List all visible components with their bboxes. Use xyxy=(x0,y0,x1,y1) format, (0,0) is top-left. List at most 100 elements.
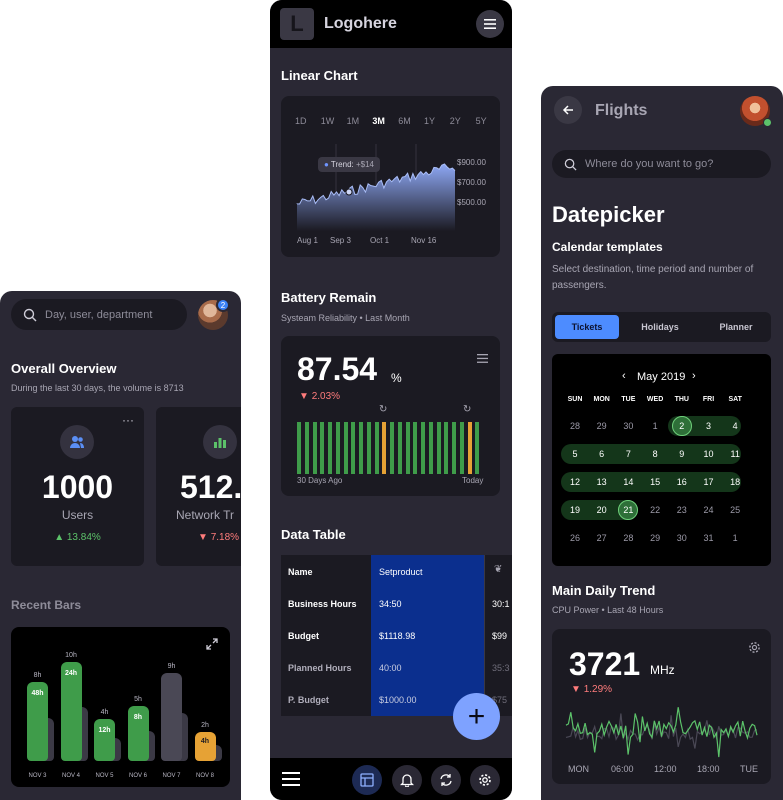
calendar-day[interactable]: 2 xyxy=(679,421,685,431)
more-icon[interactable]: ··· xyxy=(122,413,134,427)
calendar-day[interactable]: 29 xyxy=(650,533,661,543)
range-tab-1w[interactable]: 1W xyxy=(320,116,335,126)
users-delta-value: 13.84% xyxy=(66,532,101,543)
range-tab-5y[interactable]: 5Y xyxy=(475,116,487,126)
recent-bar[interactable]: 24h xyxy=(60,662,82,761)
trend-point[interactable] xyxy=(345,188,353,196)
expand-icon[interactable] xyxy=(206,637,218,655)
search-bar[interactable]: Day, user, department xyxy=(11,299,187,330)
recent-bar[interactable]: 8h xyxy=(127,706,149,761)
bar-date-label: NOV 8 xyxy=(195,773,214,779)
trend-value: 3721 xyxy=(569,646,641,682)
tab-holidays[interactable]: Holidays xyxy=(641,322,679,332)
prev-month-icon[interactable]: ‹ xyxy=(622,370,626,382)
calendar-day[interactable]: 1 xyxy=(732,533,738,543)
calendar-day[interactable]: 4 xyxy=(732,421,738,431)
calendar-day[interactable]: 17 xyxy=(703,477,714,487)
range-tab-1d[interactable]: 1D xyxy=(295,116,307,126)
calendar-day[interactable]: 25 xyxy=(730,505,741,515)
table-value[interactable]: Setproduct xyxy=(379,567,423,577)
next-month-icon[interactable]: › xyxy=(692,370,696,382)
menu-icon[interactable] xyxy=(282,772,300,791)
table-value[interactable]: 34:50 xyxy=(379,599,402,609)
calendar-day[interactable]: 26 xyxy=(569,533,580,543)
network-delta-value: 7.18% xyxy=(210,532,240,543)
calendar-day[interactable]: 5 xyxy=(572,449,578,459)
menu-button[interactable] xyxy=(476,10,504,38)
recent-bar[interactable]: 48h xyxy=(27,682,48,761)
search-placeholder: Day, user, department xyxy=(45,308,153,321)
battery-unit: % xyxy=(391,371,402,385)
back-button[interactable] xyxy=(554,96,582,124)
users-card[interactable]: ··· 1000 Users ▲ 13.84% xyxy=(11,407,144,566)
table-value[interactable]: $1000.00 xyxy=(379,695,417,705)
calendar-day[interactable]: 30 xyxy=(676,533,687,543)
search-icon xyxy=(23,308,37,321)
battery-panel: 87.54 % ▼ 2.03% ↻ ↻ 30 Days Ago Today xyxy=(281,336,500,496)
battery-bar xyxy=(343,422,348,474)
calendar-day[interactable]: 1 xyxy=(652,421,658,431)
calendar-day[interactable]: 31 xyxy=(703,533,714,543)
calendar-day[interactable]: 3 xyxy=(705,421,711,431)
settings-icon[interactable] xyxy=(748,641,761,659)
tab-planner[interactable]: Planner xyxy=(719,322,753,332)
add-fab-button[interactable]: + xyxy=(453,693,500,740)
calendar-day[interactable]: 11 xyxy=(730,449,740,459)
calendar-day[interactable]: 6 xyxy=(599,449,605,459)
recent-bar[interactable] xyxy=(161,673,182,761)
trend-subtitle: CPU Power • Last 48 Hours xyxy=(552,605,664,615)
calendar-day[interactable]: 16 xyxy=(676,477,687,487)
refresh-icon-1: ↻ xyxy=(379,404,388,415)
battery-bar xyxy=(366,422,371,474)
calendar-day[interactable]: 23 xyxy=(676,505,687,515)
calendar-day[interactable]: 7 xyxy=(625,449,631,459)
options-icon[interactable] xyxy=(477,350,488,368)
destination-search[interactable]: Where do you want to go? xyxy=(552,150,771,178)
range-tab-1m[interactable]: 1M xyxy=(346,116,360,126)
calendar-day[interactable]: 14 xyxy=(623,477,634,487)
calendar-day[interactable]: 30 xyxy=(623,421,634,431)
calendar-day[interactable]: 21 xyxy=(623,505,634,515)
linear-chart-panel: 1D 1W 1M 3M 6M 1Y 2Y 5Y ● Trend: +$14 $900.00 $… xyxy=(281,96,500,257)
battery-value: 87.54 xyxy=(297,351,378,387)
nav-notifications-button[interactable] xyxy=(392,765,422,795)
selected-date-marker xyxy=(671,416,692,436)
selected-column[interactable] xyxy=(371,555,484,716)
calendar-day[interactable]: 15 xyxy=(650,477,661,487)
table-value[interactable]: $1118.98 xyxy=(379,631,416,641)
calendar-day[interactable]: 9 xyxy=(679,449,685,459)
calendar-day[interactable]: 20 xyxy=(596,505,607,515)
range-tab-3m[interactable]: 3M xyxy=(372,116,385,126)
calendar-day[interactable]: 27 xyxy=(596,533,607,543)
search-icon xyxy=(564,158,577,171)
notification-badge: 2 xyxy=(216,298,230,312)
calendar-day[interactable]: 28 xyxy=(569,421,580,431)
calendar-day[interactable]: 24 xyxy=(703,505,714,515)
nav-settings-button[interactable] xyxy=(470,765,500,795)
calendar-day[interactable]: 18 xyxy=(730,477,741,487)
bar-top-label: 10h xyxy=(65,652,77,659)
network-card[interactable]: 512. Network Tr ▼ 7.18% xyxy=(156,407,241,566)
battery-bar xyxy=(335,422,340,474)
calendar-day[interactable]: 28 xyxy=(623,533,634,543)
dashboard-screen: L Logohere Linear Chart 1D 1W 1M 3M 6M 1Y 2Y 5Y… xyxy=(270,0,512,800)
recent-bar[interactable]: 12h xyxy=(94,719,115,761)
range-tab-1y[interactable]: 1Y xyxy=(424,116,436,126)
table-key: P. Budget xyxy=(288,695,329,705)
calendar-day[interactable]: 19 xyxy=(569,505,580,515)
nav-sync-button[interactable] xyxy=(431,765,461,795)
calendar-day[interactable]: 22 xyxy=(650,505,661,515)
calendar-day[interactable]: 13 xyxy=(596,477,607,487)
recent-bar[interactable]: 4h xyxy=(194,732,216,761)
range-tab-2y[interactable]: 2Y xyxy=(449,116,461,126)
calendar-day[interactable]: 12 xyxy=(569,477,580,487)
weekday-label: FRI xyxy=(702,396,715,403)
range-tab-6m[interactable]: 6M xyxy=(398,116,411,126)
weekday-label: MON xyxy=(593,396,610,403)
calendar-day[interactable]: 8 xyxy=(652,449,658,459)
tab-tickets[interactable]: Tickets xyxy=(555,315,619,339)
calendar-day[interactable]: 29 xyxy=(596,421,607,431)
table-value[interactable]: 40:00 xyxy=(379,663,402,673)
nav-layout-button[interactable] xyxy=(352,765,382,795)
calendar-day[interactable]: 10 xyxy=(703,449,714,459)
